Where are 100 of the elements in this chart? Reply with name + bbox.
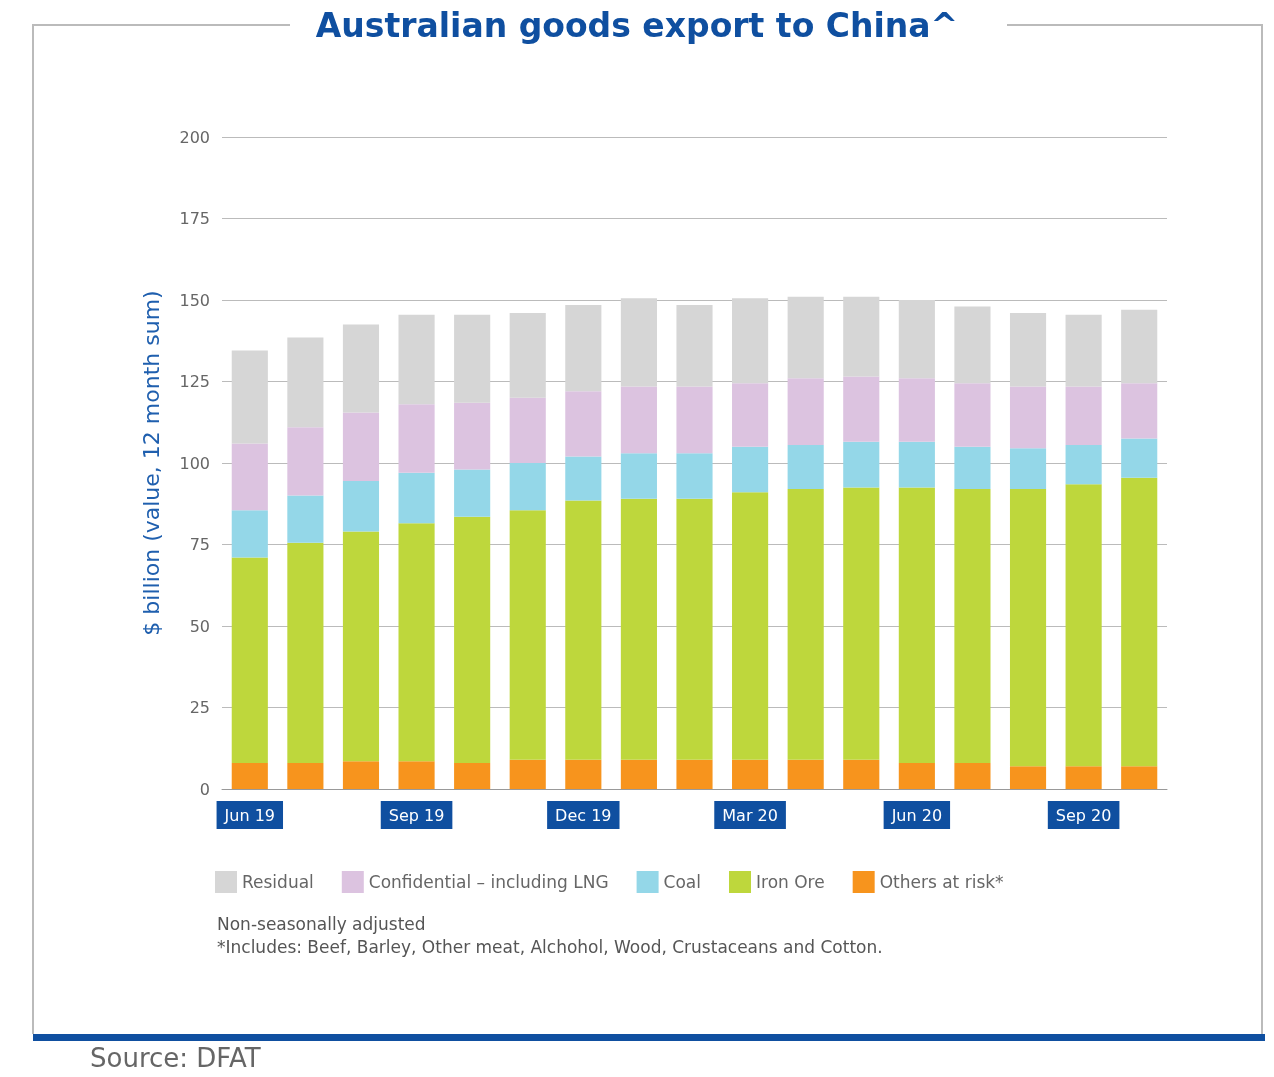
- bar: [676, 759, 713, 789]
- bar: [1009, 489, 1047, 767]
- bar: [676, 498, 713, 760]
- bar: [843, 296, 880, 377]
- text: Non-seasonally adjusted: [217, 913, 426, 934]
- bar: [231, 762, 268, 789]
- y-tick-label: 25: [189, 698, 210, 717]
- legend-label: Residual: [242, 872, 314, 892]
- bar: [787, 296, 824, 379]
- bar: [954, 306, 991, 384]
- bar: [398, 404, 435, 473]
- bar: [287, 762, 324, 789]
- x-tick-label: Jun 19: [223, 805, 276, 825]
- legend-label: Confidential – including LNG: [368, 872, 609, 892]
- bar: [1065, 766, 1102, 789]
- bar: [565, 391, 602, 457]
- bar: [398, 314, 435, 405]
- bar: [898, 300, 935, 379]
- bar: [342, 761, 380, 789]
- bar: [620, 498, 657, 760]
- bar: [732, 298, 769, 384]
- bar: [843, 487, 880, 760]
- bar: [565, 500, 602, 760]
- bar: [454, 314, 491, 403]
- bar: [676, 386, 713, 454]
- bar: [676, 453, 713, 499]
- bar: [287, 427, 324, 496]
- bar: [1065, 445, 1102, 485]
- bar: [342, 412, 380, 481]
- x-tick-label: Jun 20: [890, 805, 943, 825]
- bar: [1009, 386, 1047, 449]
- bar: [787, 489, 824, 760]
- y-tick-label: 50: [189, 616, 210, 636]
- bar: [509, 313, 546, 398]
- legend-label: Coal: [663, 872, 702, 892]
- bar: [1065, 484, 1102, 767]
- bar: [454, 762, 491, 789]
- bar: [620, 298, 657, 387]
- bar: [565, 759, 602, 789]
- bar: [231, 510, 268, 558]
- bar: [787, 759, 824, 789]
- bar: [954, 383, 991, 447]
- bar: [509, 463, 546, 511]
- bar: [565, 456, 602, 501]
- bar: [398, 761, 435, 789]
- bar: [1009, 766, 1047, 789]
- x-tick-label: Dec 19: [555, 805, 612, 825]
- bar: [787, 445, 824, 490]
- y-tick-label: 200: [179, 127, 210, 147]
- bar: [231, 350, 268, 444]
- bar: [843, 441, 880, 488]
- bar: [1121, 477, 1158, 767]
- y-tick-label: 0: [199, 779, 210, 799]
- bar: [342, 531, 380, 762]
- text: *Includes: Beef, Barley, Other meat, Alchohol, Wood, Crustaceans and Cotton.: [217, 936, 883, 957]
- legend-label: Others at risk*: [879, 872, 1004, 892]
- bar: [287, 542, 324, 763]
- bar: [898, 441, 935, 488]
- y-axis-title: $ billion (value, 12 month sum): [138, 290, 164, 636]
- bar: [1121, 309, 1158, 384]
- bar: [231, 557, 268, 763]
- bar: [1121, 438, 1158, 478]
- y-tick-label: 100: [179, 453, 210, 473]
- bar: [732, 446, 769, 493]
- bar: [898, 762, 935, 789]
- bar: [620, 453, 657, 499]
- bar: [509, 397, 546, 463]
- bar: [565, 304, 602, 392]
- bar: [954, 762, 991, 789]
- bar: [732, 383, 769, 447]
- bar: [843, 376, 880, 442]
- x-tick-label: Mar 20: [722, 805, 778, 825]
- bar: [898, 487, 935, 763]
- y-tick-label: 75: [189, 535, 210, 554]
- bar: [454, 402, 491, 470]
- x-tick-label: Sep 20: [1055, 805, 1112, 825]
- bar: [1121, 766, 1158, 789]
- bar: [620, 759, 657, 789]
- bar: [676, 304, 713, 387]
- bar: [898, 378, 935, 442]
- y-tick-label: 125: [179, 372, 210, 391]
- bar: [1065, 386, 1102, 446]
- bar: [954, 446, 991, 490]
- bar: [342, 480, 380, 532]
- bar: [398, 472, 435, 524]
- bar: [398, 523, 435, 762]
- bar: [787, 378, 824, 446]
- bar: [342, 324, 380, 413]
- bar: [732, 759, 769, 789]
- bar: [454, 516, 491, 763]
- bar: [509, 510, 546, 760]
- bar: [287, 495, 324, 543]
- bar: [732, 492, 769, 760]
- chart-title: Australian goods export to China^: [315, 6, 959, 45]
- bar: [1065, 314, 1102, 387]
- x-tick-label: Sep 19: [388, 805, 445, 825]
- bar: [1009, 313, 1047, 387]
- source-note: Source: DFAT: [90, 1043, 261, 1073]
- bar: [843, 759, 880, 789]
- bar: [1009, 448, 1047, 490]
